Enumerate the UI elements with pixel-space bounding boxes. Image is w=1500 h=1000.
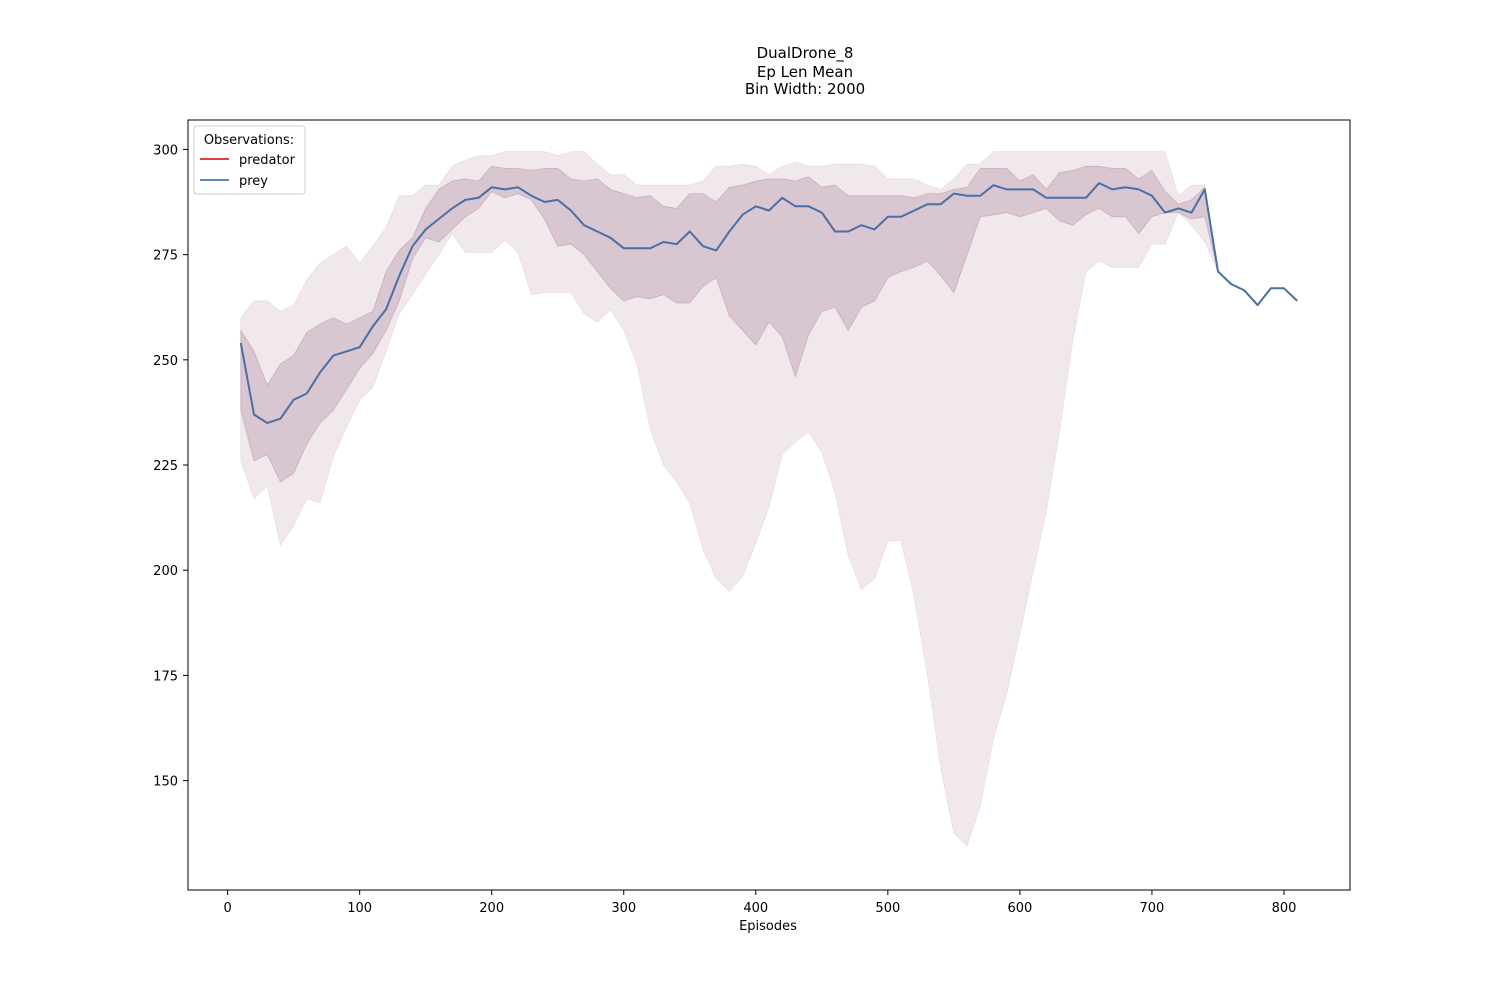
legend: Observations: predator prey — [193, 125, 306, 195]
legend-label-predator: predator — [239, 153, 296, 168]
x-tick-label: 300 — [611, 901, 636, 916]
x-tick-label: 800 — [1272, 901, 1297, 916]
x-tick-label: 200 — [479, 901, 504, 916]
y-tick-label: 275 — [153, 249, 178, 264]
y-tick-label: 200 — [153, 564, 178, 579]
legend-box — [193, 125, 306, 195]
y-axis: 150 175 200 225 250 275 300 — [153, 143, 188, 790]
x-tick-label: 700 — [1140, 901, 1165, 916]
x-tick-label: 100 — [347, 901, 372, 916]
x-tick-label: 0 — [223, 901, 231, 916]
chart-title-line-2: Ep Len Mean — [757, 63, 853, 81]
chart-title-line-1: DualDrone_8 — [757, 44, 854, 63]
y-tick-label: 150 — [153, 775, 178, 790]
x-axis: 0 100 200 300 400 500 600 700 800 — [223, 890, 1296, 916]
y-tick-label: 300 — [153, 143, 178, 158]
x-axis-label: Episodes — [739, 919, 797, 934]
series-lines — [239, 182, 1298, 424]
x-tick-label: 400 — [743, 901, 768, 916]
y-tick-label: 175 — [153, 669, 178, 684]
chart-title-line-3: Bin Width: 2000 — [745, 80, 865, 98]
plot-frame — [187, 119, 1351, 891]
x-tick-label: 600 — [1007, 901, 1032, 916]
y-tick-label: 250 — [153, 354, 178, 369]
legend-label-prey: prey — [239, 174, 268, 189]
y-tick-label: 225 — [153, 459, 178, 474]
x-tick-label: 500 — [875, 901, 900, 916]
legend-title: Observations: — [204, 133, 294, 148]
series-line-prey — [239, 182, 1298, 424]
